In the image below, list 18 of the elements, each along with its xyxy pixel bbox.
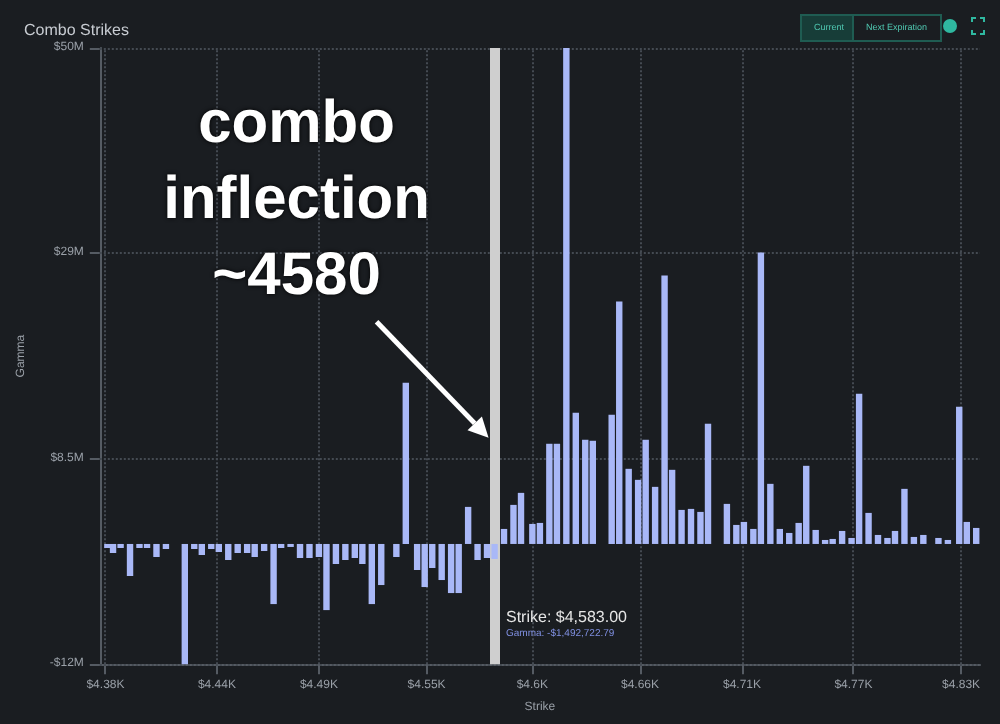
chart-title: Combo Strikes [24, 21, 129, 39]
annotation: combo inflection ~4580 [161, 87, 432, 312]
bar [529, 523, 536, 544]
bar [198, 543, 206, 555]
bar [491, 543, 498, 559]
bar [455, 543, 462, 594]
bar [589, 440, 596, 544]
bar [215, 543, 223, 552]
bar [109, 543, 117, 553]
bar [421, 543, 428, 588]
bar [393, 543, 400, 557]
bar [181, 543, 189, 665]
bar [956, 406, 963, 544]
bar [517, 492, 525, 544]
annotation: Strike: $4,583.00 [506, 608, 627, 626]
bar [402, 382, 409, 544]
bar [464, 506, 472, 544]
bar [704, 423, 712, 544]
